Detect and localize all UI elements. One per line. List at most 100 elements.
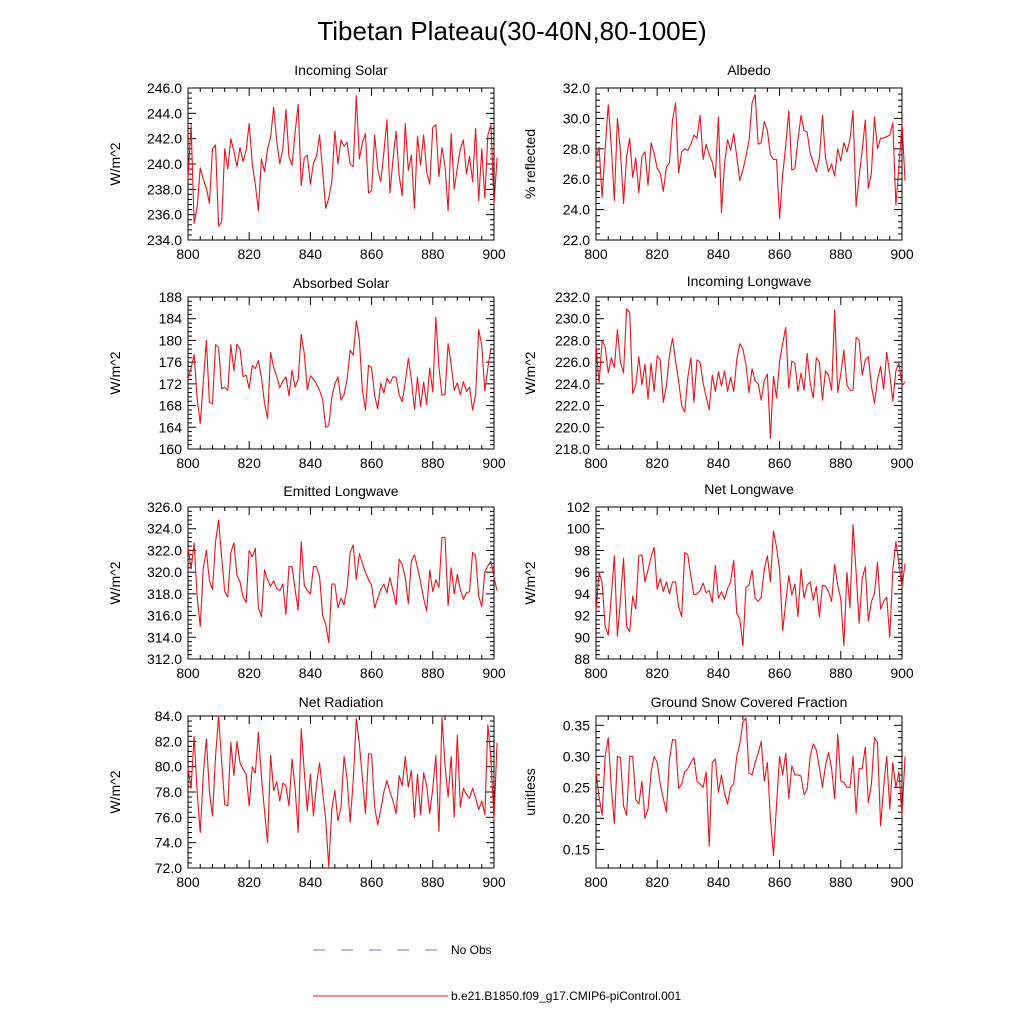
x-tick-label: 840 [707, 874, 731, 890]
x-tick-label: 840 [299, 246, 323, 262]
panel-title: Net Longwave [704, 481, 794, 497]
y-tick-label: 0.35 [563, 717, 590, 733]
x-tick-label: 860 [360, 665, 384, 681]
x-tick-label: 860 [360, 874, 384, 890]
y-tick-label: 92 [574, 608, 590, 624]
panel-1: Incoming Solar W/m^2 800 820 840 860 880 900 234… [107, 62, 506, 262]
y-tick-label: 244.0 [147, 105, 182, 121]
y-tick-label: 26.0 [563, 171, 590, 187]
y-tick-label: 326.0 [147, 499, 182, 515]
x-tick-label: 900 [890, 874, 914, 890]
x-tick-label: 820 [646, 665, 670, 681]
y-tick-label: 220.0 [555, 419, 590, 435]
x-tick-label: 820 [238, 874, 262, 890]
y-tick-label: 0.30 [563, 748, 590, 764]
y-tick-label: 78.0 [155, 784, 182, 800]
y-tick-label: 172 [159, 376, 183, 392]
x-tick-label: 800 [176, 455, 200, 471]
y-tick-label: 240.0 [147, 156, 182, 172]
x-tick-label: 800 [176, 874, 200, 890]
y-tick-label: 94 [574, 586, 590, 602]
panel-title: Incoming Solar [294, 62, 388, 78]
panels: Incoming Solar W/m^2 800 820 840 860 880 900 234… [107, 62, 914, 890]
y-tick-label: 90 [574, 629, 590, 645]
figure-title: Tibetan Plateau(30-40N,80-100E) [317, 16, 706, 46]
y-tick-label: 176 [159, 354, 183, 370]
y-tick-label: 246.0 [147, 80, 182, 96]
series-line [187, 715, 498, 868]
x-tick-label: 820 [238, 246, 262, 262]
plot-frame [595, 87, 903, 241]
y-axis-label: unitless [522, 768, 538, 815]
y-tick-label: 80.0 [155, 759, 182, 775]
y-tick-label: 226.0 [555, 354, 590, 370]
legend-label: b.e21.B1850.f09_g17.CMIP6-piControl.001 [451, 989, 681, 1003]
panel-2: Albedo % reflected 800 820 840 860 880 900 22.0 2… [522, 62, 914, 262]
y-tick-label: 28.0 [563, 141, 590, 157]
panel-title: Incoming Longwave [687, 273, 812, 289]
x-tick-label: 800 [584, 665, 608, 681]
legend-item-1: No Obs [313, 943, 492, 957]
y-tick-label: 242.0 [147, 131, 182, 147]
y-axis-label: W/m^2 [107, 561, 123, 604]
panel-8: Ground Snow Covered Fraction unitless 800 8… [522, 694, 914, 890]
x-tick-label: 880 [829, 874, 853, 890]
x-tick-label: 840 [299, 455, 323, 471]
y-axis-label: W/m^2 [522, 561, 538, 604]
y-tick-label: 24.0 [563, 202, 590, 218]
plot-frame [595, 715, 903, 869]
x-tick-label: 880 [421, 665, 445, 681]
y-axis-label: W/m^2 [107, 142, 123, 185]
panel-7: Net Radiation W/m^2 800 820 840 860 880 900 72.0… [107, 694, 506, 890]
y-tick-label: 0.25 [563, 779, 590, 795]
x-tick-label: 800 [584, 874, 608, 890]
y-tick-label: 318.0 [147, 586, 182, 602]
y-tick-label: 238.0 [147, 181, 182, 197]
y-tick-label: 320.0 [147, 564, 182, 580]
y-tick-label: 74.0 [155, 835, 182, 851]
panel-title: Emitted Longwave [283, 483, 398, 499]
x-tick-label: 860 [768, 874, 792, 890]
panel-title: Net Radiation [299, 694, 384, 710]
plot-frame [187, 506, 495, 660]
y-tick-label: 322.0 [147, 542, 182, 558]
x-tick-label: 900 [482, 665, 506, 681]
x-tick-label: 900 [890, 455, 914, 471]
legend: No Obs b.e21.B1850.f09_g17.CMIP6-piContro… [313, 943, 681, 1003]
x-tick-label: 880 [421, 874, 445, 890]
y-tick-label: 160 [159, 441, 183, 457]
y-tick-label: 234.0 [147, 232, 182, 248]
y-tick-label: 100 [567, 521, 591, 537]
panel-4: Incoming Longwave W/m^2 800 820 840 860 880 900… [522, 273, 914, 471]
y-tick-label: 232.0 [555, 289, 590, 305]
panel-5: Emitted Longwave W/m^2 800 820 840 860 880 900 3… [107, 483, 506, 681]
x-tick-label: 900 [890, 665, 914, 681]
x-tick-label: 800 [176, 665, 200, 681]
x-tick-label: 820 [646, 455, 670, 471]
x-tick-label: 860 [768, 665, 792, 681]
x-tick-label: 880 [421, 455, 445, 471]
y-tick-label: 82.0 [155, 733, 182, 749]
y-tick-label: 22.0 [563, 232, 590, 248]
series-line [595, 717, 906, 857]
x-tick-label: 860 [768, 455, 792, 471]
y-tick-label: 236.0 [147, 207, 182, 223]
y-tick-label: 102 [567, 499, 591, 515]
y-tick-label: 88 [574, 651, 590, 667]
y-axis-label: W/m^2 [107, 351, 123, 394]
y-tick-label: 0.15 [563, 841, 590, 857]
panel-title: Albedo [727, 62, 771, 78]
x-tick-label: 900 [890, 246, 914, 262]
plot-frame [595, 506, 903, 660]
panel-title: Ground Snow Covered Fraction [651, 694, 848, 710]
x-tick-label: 880 [829, 246, 853, 262]
y-tick-label: 224.0 [555, 376, 590, 392]
x-tick-label: 840 [707, 455, 731, 471]
plot-frame [187, 296, 495, 450]
x-tick-label: 800 [584, 455, 608, 471]
panel-title: Absorbed Solar [293, 275, 390, 291]
x-tick-label: 860 [360, 246, 384, 262]
y-tick-label: 228.0 [555, 332, 590, 348]
